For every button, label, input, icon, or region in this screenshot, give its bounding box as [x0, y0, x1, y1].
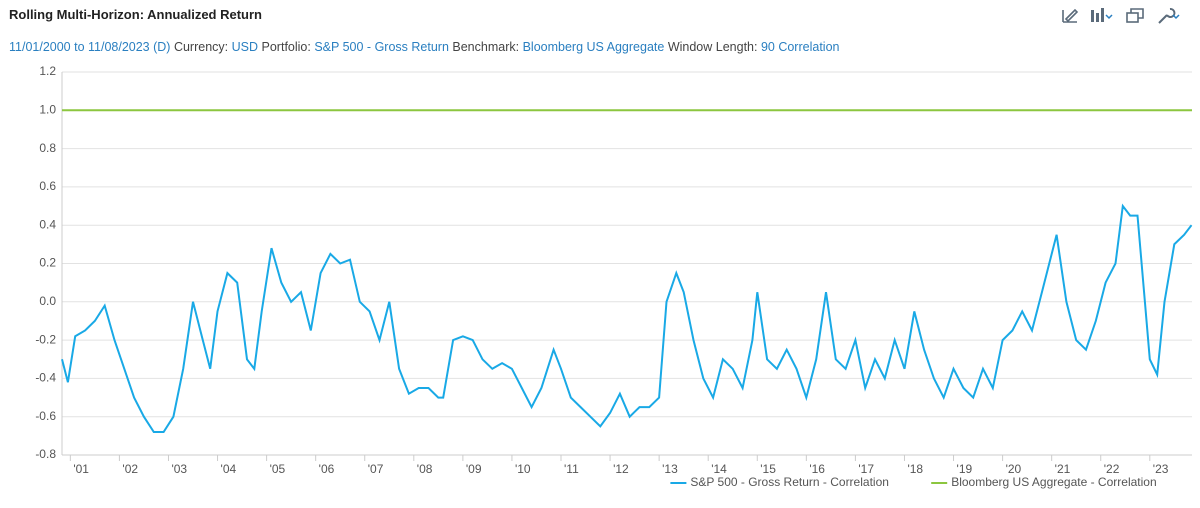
y-tick-label: 0.2: [39, 256, 56, 270]
title: Rolling Multi-Horizon: Annualized Return: [9, 7, 262, 22]
x-tick-label: '13: [662, 462, 678, 476]
x-tick-label: '21: [1055, 462, 1071, 476]
portfolio[interactable]: S&P 500 - Gross Return: [314, 40, 449, 54]
x-tick-label: '04: [221, 462, 237, 476]
subtitle: 11/01/2000 to 11/08/2023 (D) Currency: U…: [9, 40, 839, 54]
y-tick-label: 0.8: [39, 141, 56, 155]
y-tick-label: -0.2: [35, 332, 56, 346]
y-tick-label: -0.8: [35, 447, 56, 461]
toolbar: [1062, 8, 1180, 24]
x-tick-label: '12: [613, 462, 629, 476]
legend-label: S&P 500 - Gross Return - Correlation: [690, 475, 889, 489]
x-tick-label: '14: [711, 462, 727, 476]
window-icon[interactable]: [1126, 8, 1144, 23]
y-tick-label: 0.6: [39, 179, 56, 193]
series-line: [61, 203, 1193, 433]
x-tick-label: '15: [760, 462, 776, 476]
y-tick-label: 0.0: [39, 294, 56, 308]
window[interactable]: 90 Correlation: [760, 40, 840, 54]
edit-icon[interactable]: [1062, 8, 1079, 23]
x-tick-label: '18: [907, 462, 923, 476]
date-range[interactable]: 11/01/2000 to 11/08/2023 (D): [9, 40, 171, 54]
benchmark[interactable]: Bloomberg US Aggregate: [522, 40, 665, 54]
x-tick-label: '11: [564, 462, 579, 476]
x-tick-label: '05: [270, 462, 286, 476]
label: Currency:: [173, 40, 229, 54]
currency[interactable]: USD: [231, 40, 259, 54]
y-tick-label: 0.4: [39, 217, 56, 231]
x-tick-label: '17: [858, 462, 874, 476]
x-tick-label: '06: [319, 462, 335, 476]
x-tick-label: '10: [515, 462, 531, 476]
y-tick-label: -0.6: [35, 409, 56, 423]
x-tick-label: '19: [957, 462, 973, 476]
label: Benchmark:: [452, 40, 520, 54]
label: Portfolio:: [261, 40, 311, 54]
y-tick-label: 1.2: [39, 64, 56, 78]
x-tick-label: '03: [171, 462, 187, 476]
x-tick-label: '02: [122, 462, 138, 476]
x-tick-label: '07: [368, 462, 384, 476]
x-tick-label: '01: [73, 462, 89, 476]
x-tick-label: '23: [1153, 462, 1169, 476]
y-tick-label: 1.0: [39, 102, 56, 116]
y-tick-label: -0.4: [35, 371, 56, 385]
x-tick-label: '20: [1006, 462, 1022, 476]
x-tick-label: '09: [466, 462, 482, 476]
chart-type-icon[interactable]: [1091, 8, 1113, 22]
tools-icon[interactable]: [1158, 8, 1180, 24]
label: Window Length:: [667, 40, 758, 54]
legend-label: Bloomberg US Aggregate - Correlation: [951, 475, 1156, 489]
x-tick-label: '16: [809, 462, 825, 476]
x-tick-label: '22: [1104, 462, 1120, 476]
x-tick-label: '08: [417, 462, 433, 476]
